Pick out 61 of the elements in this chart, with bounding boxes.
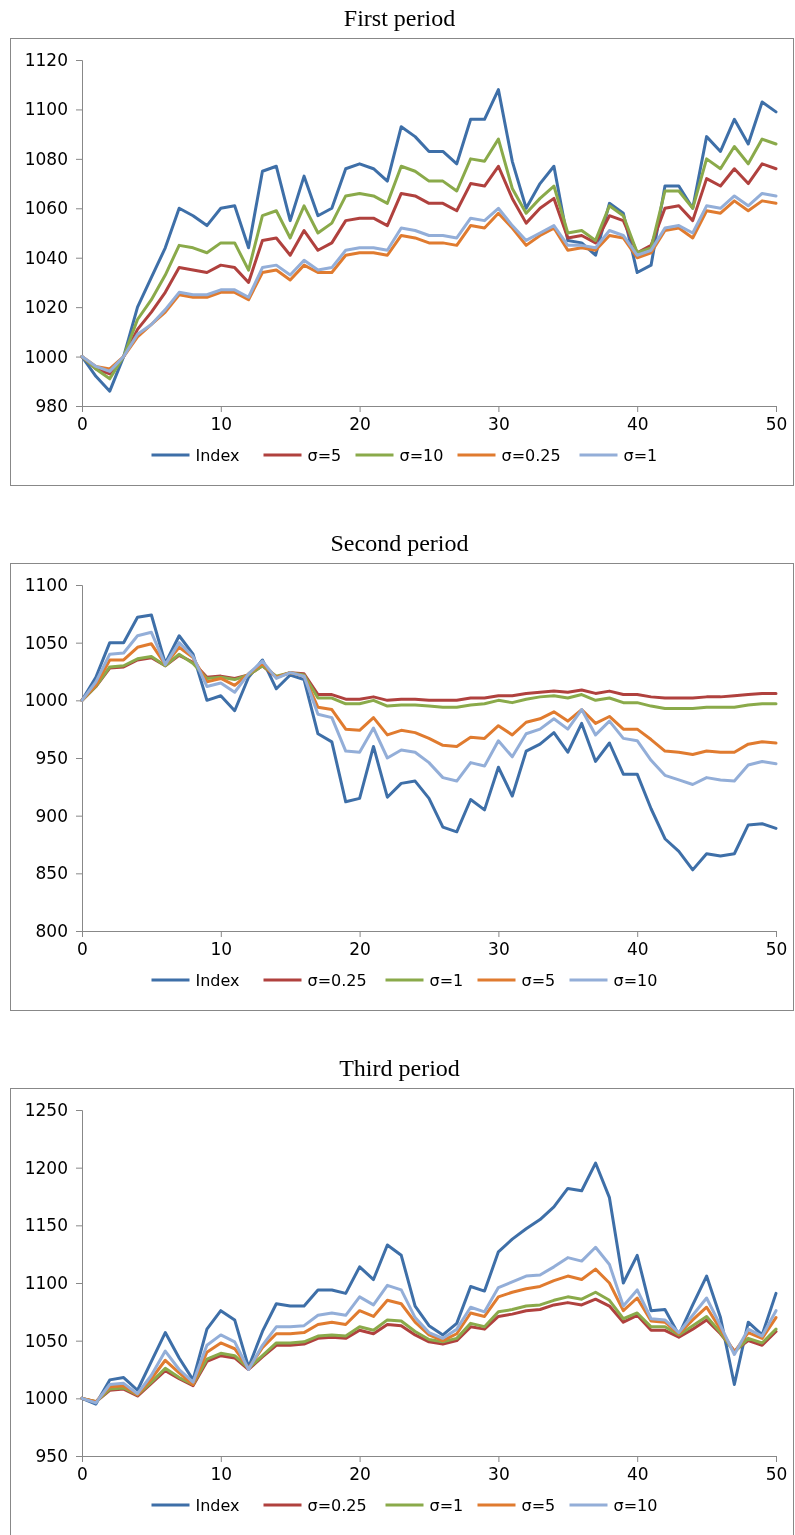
x-tick-label: 10 — [210, 414, 233, 435]
x-tick-label: 10 — [210, 939, 233, 960]
y-tick-label: 900 — [35, 805, 68, 826]
line-series — [80, 1161, 778, 1406]
y-tick-label: 1000 — [24, 1388, 68, 1409]
x-tick-label: 30 — [488, 414, 510, 435]
legend-label: σ=0.25 — [501, 446, 561, 465]
y-tick-label: 950 — [35, 747, 68, 768]
y-tick-label: 1100 — [24, 574, 68, 595]
x-tick-label: 0 — [77, 939, 88, 960]
chart-title: Second period — [330, 530, 469, 556]
legend-label: σ=1 — [429, 971, 464, 990]
x-tick-label: 50 — [765, 939, 788, 960]
x-tick-label: 30 — [488, 1464, 510, 1485]
line-series — [80, 613, 778, 872]
x-tick-label: 40 — [626, 414, 649, 435]
x-tick-label: 40 — [626, 939, 649, 960]
y-tick-label: 1000 — [24, 346, 68, 367]
y-tick-label: 1080 — [24, 148, 68, 169]
line-series — [80, 630, 778, 787]
x-tick-label: 30 — [488, 939, 510, 960]
legend-label: σ=0.25 — [307, 971, 367, 990]
y-tick-label: 1050 — [24, 632, 68, 653]
x-tick-label: 10 — [210, 1464, 233, 1485]
y-tick-label: 1000 — [24, 690, 68, 711]
y-tick-label: 1060 — [24, 198, 68, 219]
legend-label: σ=0.25 — [307, 1496, 367, 1515]
y-tick-label: 1100 — [24, 99, 68, 120]
x-tick-label: 20 — [349, 939, 371, 960]
x-tick-label: 50 — [765, 414, 788, 435]
y-tick-label: 1200 — [24, 1157, 68, 1178]
legend-label: σ=1 — [429, 1496, 464, 1515]
x-tick-label: 0 — [77, 414, 88, 435]
x-tick-label: 0 — [77, 1464, 88, 1485]
x-tick-label: 40 — [626, 1464, 649, 1485]
y-tick-label: 1020 — [24, 297, 68, 318]
x-tick-label: 20 — [349, 1464, 371, 1485]
y-tick-label: 800 — [35, 920, 68, 941]
chart-title: Third period — [339, 1055, 460, 1081]
y-tick-label: 980 — [35, 395, 68, 416]
legend-label: σ=10 — [399, 446, 444, 465]
legend-label: Index — [195, 971, 240, 990]
y-tick-label: 950 — [35, 1445, 68, 1466]
y-tick-label: 1250 — [24, 1099, 68, 1120]
y-tick-label: 850 — [35, 863, 68, 884]
x-tick-label: 20 — [349, 414, 371, 435]
y-tick-label: 1050 — [24, 1330, 68, 1351]
chart-title: First period — [343, 5, 456, 31]
legend-label: σ=5 — [521, 1496, 556, 1515]
legend-label: σ=1 — [623, 446, 658, 465]
legend-label: σ=5 — [521, 971, 556, 990]
y-tick-label: 1120 — [24, 49, 68, 70]
legend-label: Index — [195, 446, 240, 465]
y-tick-label: 1100 — [24, 1272, 68, 1293]
y-tick-label: 1150 — [24, 1215, 68, 1236]
y-tick-label: 1040 — [24, 247, 68, 268]
legend-label: σ=10 — [613, 971, 658, 990]
legend-label: σ=5 — [307, 446, 342, 465]
legend-label: Index — [195, 1496, 240, 1515]
x-tick-label: 50 — [765, 1464, 788, 1485]
legend-label: σ=10 — [613, 1496, 658, 1515]
